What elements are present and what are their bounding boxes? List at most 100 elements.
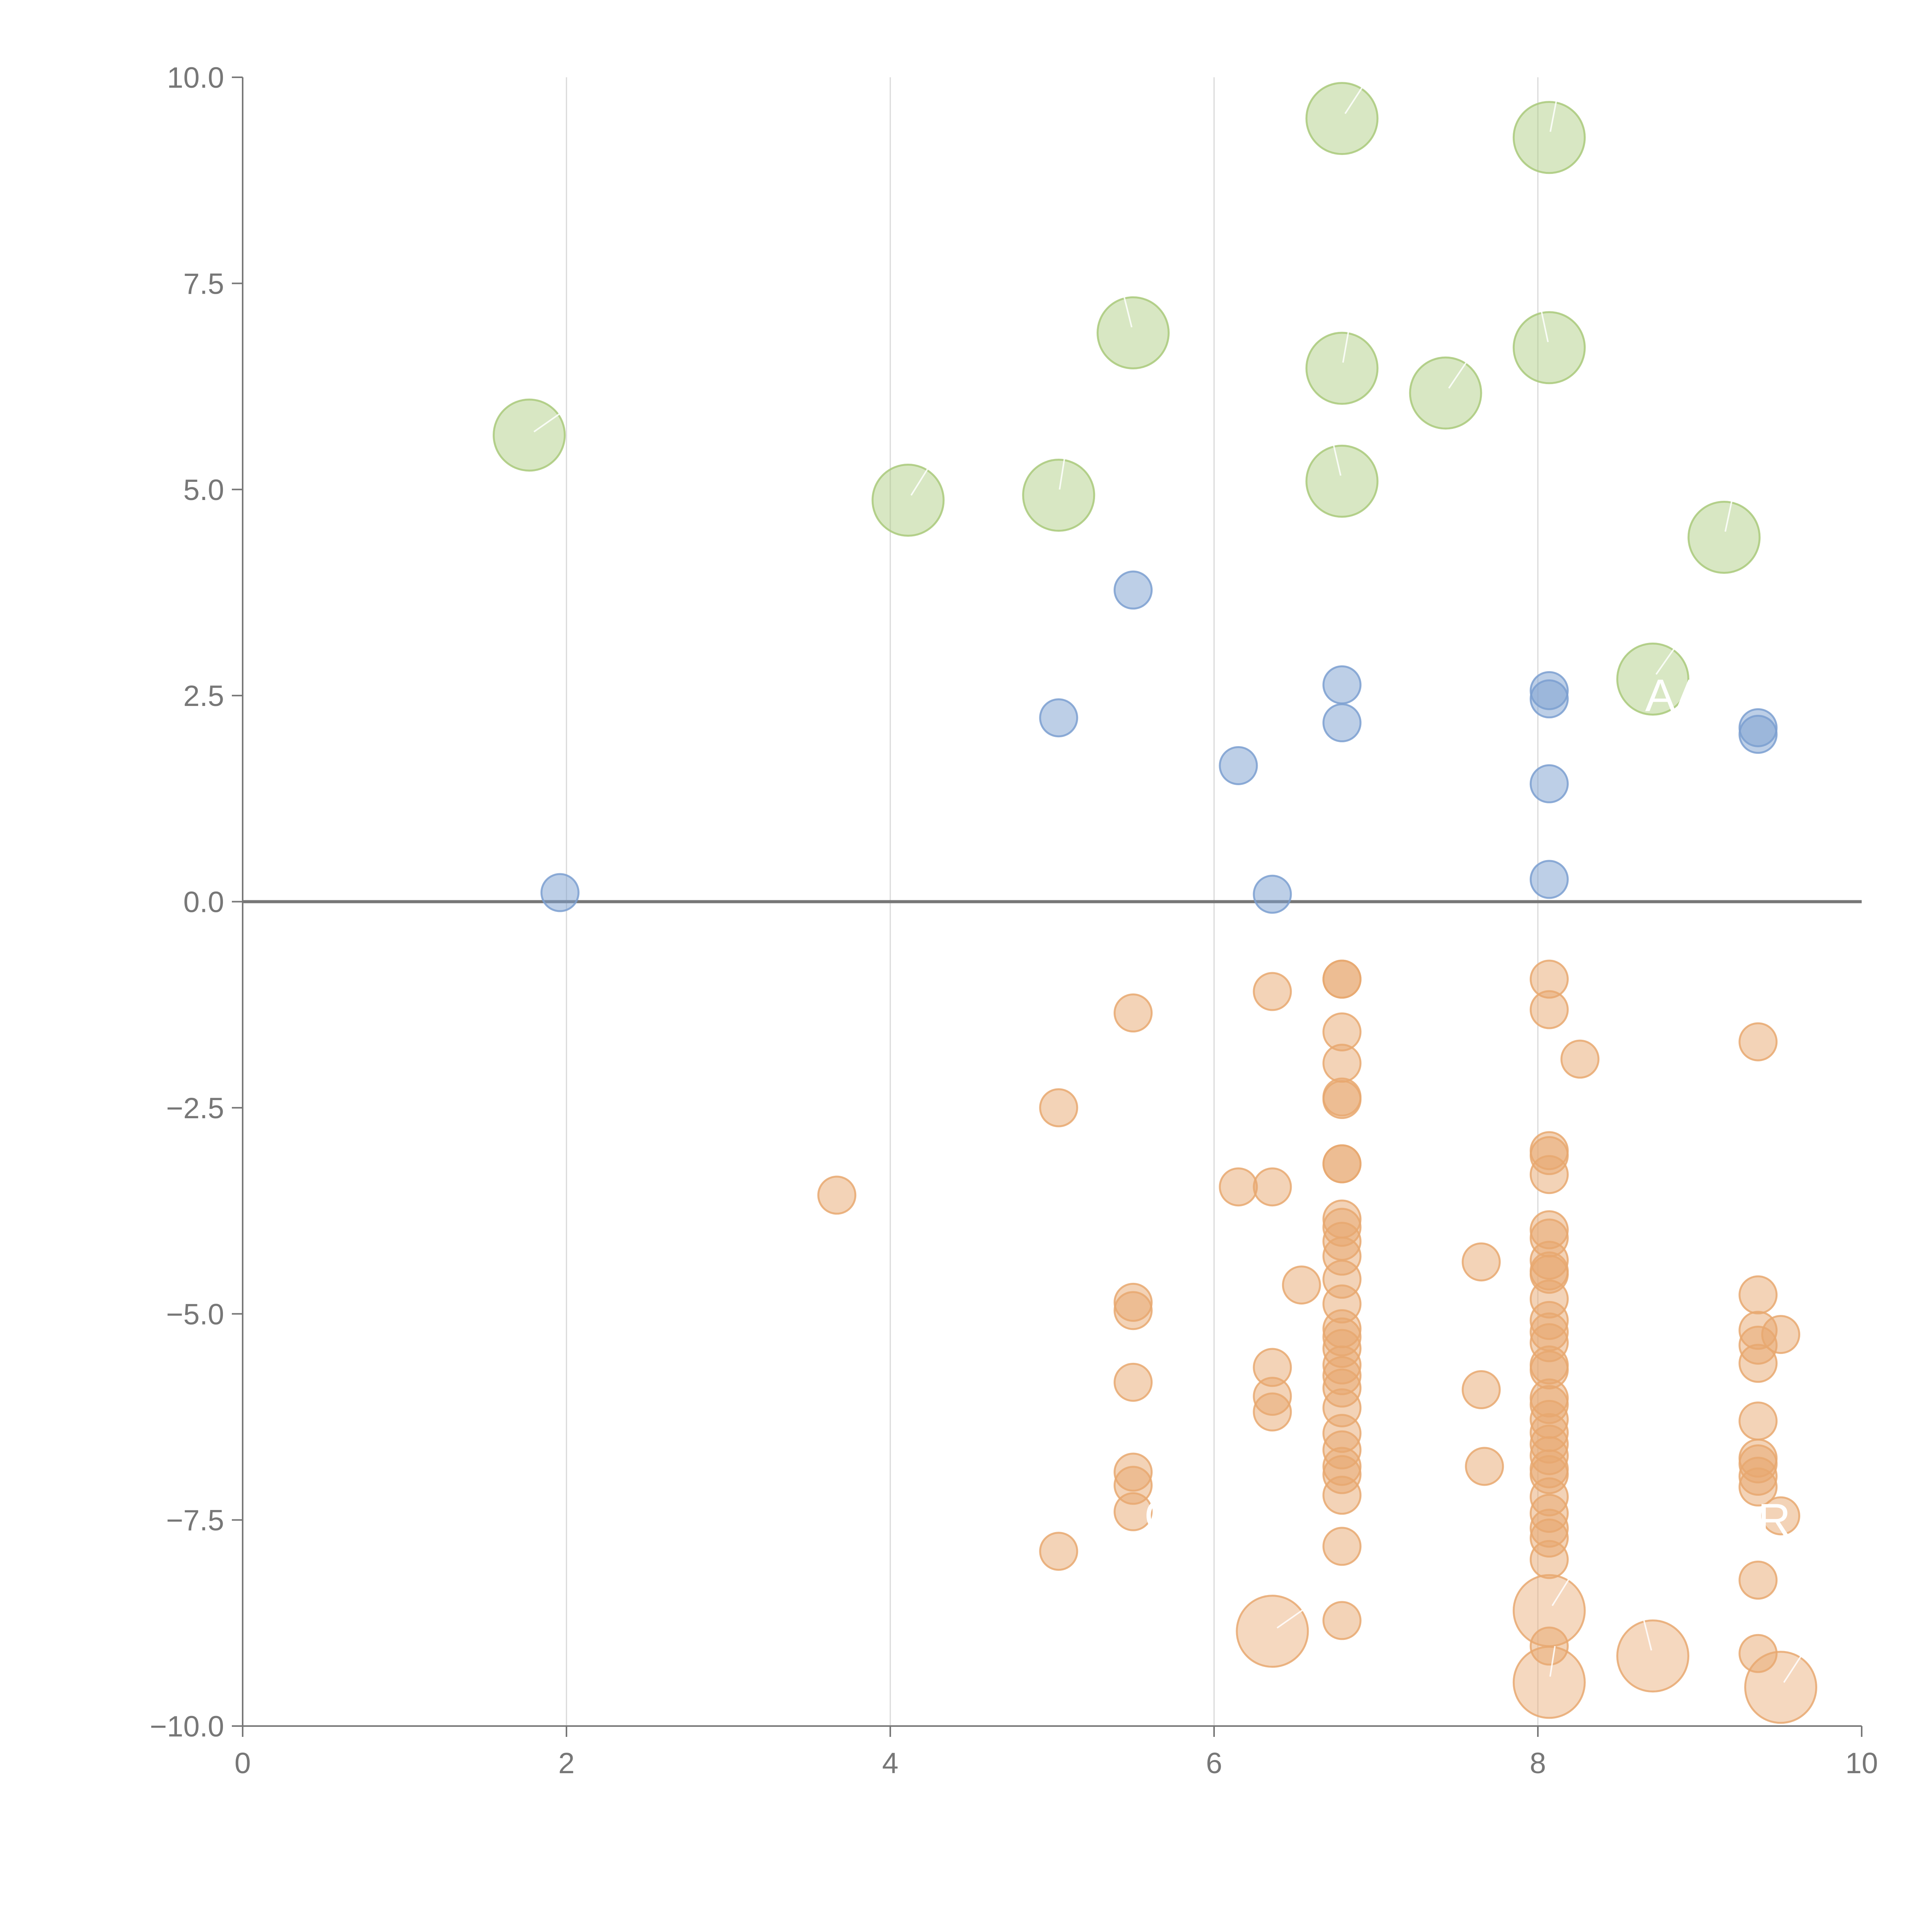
leader-line xyxy=(1123,297,1133,328)
y-tick-label: 5.0 xyxy=(183,474,224,507)
bubble-point xyxy=(1529,1155,1569,1194)
leader-line xyxy=(533,413,560,432)
bubble-point xyxy=(1114,570,1153,610)
bubble-point xyxy=(1322,1601,1362,1640)
bubble-point xyxy=(1465,1447,1504,1486)
bubble-point xyxy=(871,463,945,537)
series-large-positive xyxy=(493,82,1761,716)
series-small-negative xyxy=(817,959,1800,1673)
bubble-point xyxy=(1616,1619,1689,1693)
bubble-point xyxy=(1761,1496,1800,1536)
leader-line xyxy=(1448,362,1467,389)
bubble-point xyxy=(1738,1401,1778,1441)
bubble-label: E xyxy=(1697,1661,1728,1712)
y-tick-label: 10.0 xyxy=(167,61,224,94)
bubble-point xyxy=(1305,82,1379,155)
leader-line xyxy=(1549,1646,1556,1677)
bubble-label: R xyxy=(1758,1495,1791,1546)
leader-line xyxy=(1342,332,1349,363)
leader-line xyxy=(1783,1656,1801,1683)
bubble-point xyxy=(1236,1595,1309,1668)
bubble-point xyxy=(1738,1560,1778,1600)
bubble-point xyxy=(1039,1532,1078,1571)
y-tick-label: 0.0 xyxy=(183,886,224,919)
bubble-point xyxy=(1738,714,1778,754)
bubble-point xyxy=(1512,1646,1586,1719)
bubble-point xyxy=(1039,1088,1078,1128)
leader-line xyxy=(1344,87,1363,114)
bubble-point xyxy=(1253,1392,1292,1432)
bubble-point xyxy=(1529,860,1569,899)
bubble-point xyxy=(1219,746,1258,785)
bubble-point xyxy=(1744,1651,1817,1724)
leader-line xyxy=(1655,648,1675,675)
bubble-point xyxy=(1738,1634,1778,1673)
bubble-label: AA xyxy=(1645,670,1706,721)
bubble-point xyxy=(1039,698,1078,738)
x-tick-label: 6 xyxy=(1206,1747,1222,1780)
x-tick-label: 2 xyxy=(558,1747,575,1780)
bubble-point xyxy=(1322,1144,1362,1184)
bubble-point xyxy=(817,1175,857,1215)
series-large-negative xyxy=(1236,1574,1817,1724)
bubble-point xyxy=(1738,1344,1778,1383)
bubble-point xyxy=(1738,1275,1778,1315)
y-tick-label: 2.5 xyxy=(183,680,224,713)
y-tick-label: 7.5 xyxy=(183,267,224,300)
bubble-point xyxy=(1253,1167,1292,1207)
bubble-point xyxy=(1560,1039,1600,1079)
bubble-point xyxy=(1529,679,1569,719)
bubble-point xyxy=(1512,311,1586,384)
bubble-point xyxy=(1253,874,1292,914)
bubble-point xyxy=(1529,990,1569,1029)
bubble-point xyxy=(1282,1265,1321,1305)
bubble-point xyxy=(1322,665,1362,704)
bubble-point xyxy=(1253,972,1292,1011)
bubble-series xyxy=(493,82,1817,1724)
bubble-point xyxy=(1512,101,1586,174)
bubble-point xyxy=(1322,703,1362,743)
bubble-point xyxy=(1114,1362,1153,1402)
bubble-point xyxy=(1738,1467,1778,1507)
y-tick-label: −7.5 xyxy=(166,1504,224,1537)
bubble-point xyxy=(1512,1574,1586,1647)
bubble-point xyxy=(1616,642,1689,716)
bubble-point xyxy=(1461,1370,1501,1410)
y-tick-label: −2.5 xyxy=(166,1092,224,1125)
leader-line xyxy=(1725,501,1733,532)
bubble-point xyxy=(1322,959,1362,999)
bubble-point xyxy=(1529,1540,1569,1579)
bubble-point xyxy=(1022,459,1095,532)
bubble-point xyxy=(1219,1167,1258,1207)
leader-line xyxy=(1276,1609,1303,1629)
series-small-positive xyxy=(540,570,1778,914)
bubble-point xyxy=(493,398,566,472)
x-tick-label: 8 xyxy=(1530,1747,1546,1780)
y-tick-label: −5.0 xyxy=(166,1298,224,1331)
leader-line xyxy=(1541,311,1549,342)
bubble-point xyxy=(1409,356,1482,430)
bubble-label: C xyxy=(1144,1490,1177,1541)
bubble-point xyxy=(1761,1315,1800,1354)
leader-line xyxy=(1059,459,1065,490)
label-leader-lines xyxy=(533,87,1801,1683)
bubble-point xyxy=(1322,1476,1362,1515)
leader-line xyxy=(1333,445,1342,476)
bubble-point xyxy=(1114,993,1153,1033)
bubble-point xyxy=(1114,1291,1153,1330)
bubble-point xyxy=(1738,1022,1778,1061)
y-tick-label: −10.0 xyxy=(150,1710,224,1743)
bubble-point xyxy=(1322,1080,1362,1119)
x-tick-label: 4 xyxy=(882,1747,898,1780)
bubble-point xyxy=(1114,1492,1153,1531)
bubble-point xyxy=(1322,1044,1362,1083)
bubble-point xyxy=(1305,444,1379,518)
leader-line xyxy=(910,468,929,496)
bubble-point xyxy=(1322,1527,1362,1566)
leader-line xyxy=(1549,101,1557,132)
bubble-point xyxy=(540,873,580,912)
axes: 10.0 7.5 5.0 2.5 0.0 −2.5 −5.0 −7.5 −10.0 0 2 4 6 8 10 xyxy=(150,61,1878,1780)
x-tick-label: 0 xyxy=(235,1747,251,1780)
bubble-point xyxy=(1687,500,1761,574)
